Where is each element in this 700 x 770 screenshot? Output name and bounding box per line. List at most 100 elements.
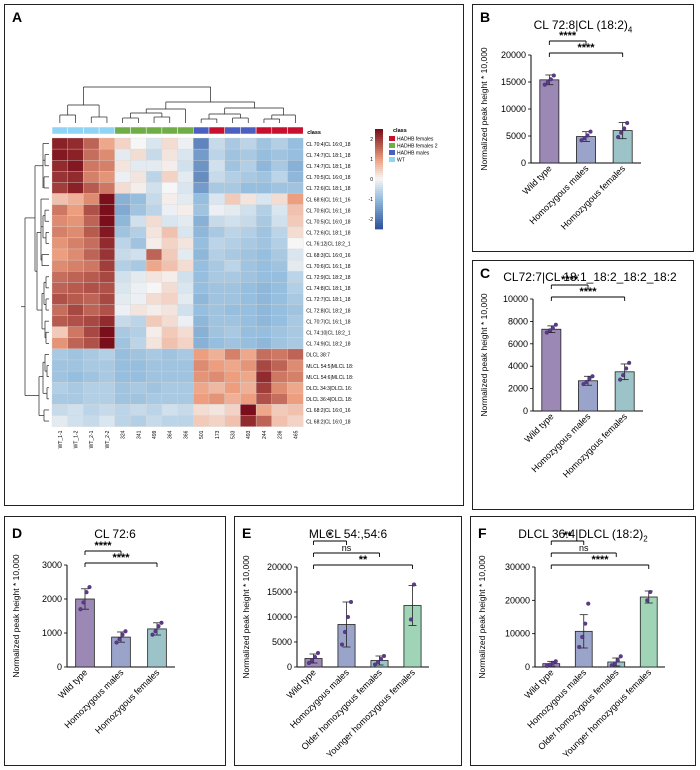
heatmap-cell — [271, 393, 288, 405]
data-point — [621, 373, 626, 378]
panel-e: E MLCL 54:,54:6 0 5000 10000 15000 20000 Norm… — [234, 516, 462, 766]
heatmap-cell — [146, 404, 163, 416]
heatmap-cell — [67, 171, 84, 183]
heatmap-cell — [83, 359, 100, 372]
heatmap-cell — [161, 137, 178, 150]
heatmap-cell — [114, 315, 131, 327]
heatmap-cell — [240, 293, 257, 305]
column-label: 499 — [152, 430, 158, 439]
heatmap-cell — [208, 370, 225, 383]
data-point — [345, 614, 351, 620]
heatmap-cell — [146, 137, 163, 150]
heatmap-cell — [161, 370, 178, 383]
heatmap-cell — [51, 282, 68, 294]
color-scale-segment — [375, 141, 383, 144]
heatmap-cell — [240, 359, 257, 372]
heatmap-cell — [146, 315, 163, 327]
class-bar-cell — [130, 126, 147, 135]
heatmap-cell — [67, 415, 84, 427]
heatmap-cell — [240, 282, 257, 294]
heatmap-cell — [271, 337, 288, 350]
legend-label: HADHB females — [397, 137, 434, 143]
heatmap-cell — [130, 148, 147, 161]
y-tick-label: 10000 — [501, 104, 526, 114]
heatmap-cell — [177, 226, 194, 239]
heatmap-cell — [114, 370, 131, 383]
heatmap-cell — [83, 348, 100, 361]
heatmap-cell — [130, 248, 147, 261]
color-scale-segment — [375, 227, 383, 230]
heatmap-cell — [67, 304, 84, 316]
legend-label: HADHB males — [397, 151, 430, 157]
heatmap-cell — [224, 382, 241, 394]
class-bar-cell — [177, 126, 194, 135]
heatmap-cell — [83, 337, 100, 350]
heatmap-cell — [287, 293, 304, 305]
column-label: 364 — [168, 430, 174, 439]
row-label: CL 70:5|CL 16:0_18 — [306, 175, 351, 181]
heatmap-cell — [240, 248, 257, 261]
y-tick-label: 4000 — [508, 361, 528, 371]
heatmap-cell — [208, 326, 225, 338]
data-point — [544, 330, 549, 335]
heatmap-cell — [83, 282, 100, 294]
x-tick-label: Wild type — [522, 667, 555, 700]
heatmap-cell — [271, 315, 288, 327]
heatmap-cell — [98, 382, 115, 394]
row-label: CL 74:10|CL 18:2_1 — [306, 330, 351, 336]
heatmap-cell — [224, 337, 241, 350]
heatmap-cell — [193, 404, 210, 416]
color-scale-segment — [375, 165, 383, 168]
color-scale-segment — [375, 197, 383, 200]
row-label: CL 74:7|CL 18:1_18 — [306, 164, 351, 170]
significance-label: ns — [579, 543, 589, 553]
heatmap-cell — [208, 204, 225, 216]
heatmap-cell — [271, 404, 288, 416]
heatmap-cell — [161, 337, 178, 350]
heatmap-cell — [114, 348, 131, 361]
heatmap-cell — [130, 404, 147, 416]
heatmap-cell — [224, 293, 241, 305]
significance-label: ** — [563, 530, 572, 542]
heatmap-cell — [287, 193, 304, 205]
heatmap-cell — [51, 326, 68, 338]
color-scale-tick: 1 — [370, 157, 373, 163]
color-scale-segment — [375, 185, 383, 188]
heatmap-cell — [240, 148, 257, 161]
heatmap-cell — [177, 359, 194, 372]
panel-c-title: CL72:7|CL 18:1_18:2_18:2_18:2 — [487, 270, 693, 284]
data-point — [586, 601, 591, 606]
heatmap-cell — [114, 137, 131, 150]
panel-b-title-sub: 4 — [627, 25, 633, 35]
heatmap-cell — [193, 282, 210, 294]
heatmap-cell — [271, 248, 288, 261]
color-scale-segment — [375, 137, 383, 140]
heatmap-cell — [98, 148, 115, 161]
x-tick-label: Homozygous males — [525, 667, 588, 730]
heatmap-cell — [193, 215, 210, 227]
column-label: 366 — [183, 430, 189, 439]
y-tick-label: 10000 — [505, 629, 530, 639]
heatmap-cell — [255, 171, 272, 183]
heatmap-cell — [240, 193, 257, 205]
heatmap-cell — [193, 315, 210, 327]
column-label: WT_2-2 — [105, 430, 111, 448]
heatmap-cell — [98, 271, 115, 283]
y-tick-label: 0 — [523, 406, 528, 416]
heatmap-cell — [98, 193, 115, 205]
heatmap-cell — [161, 237, 178, 250]
heatmap-cell — [177, 271, 194, 283]
color-scale-segment — [375, 225, 383, 228]
row-label: CL 74:8|CL 18:1_18 — [306, 286, 351, 292]
heatmap-cell — [193, 293, 210, 305]
significance-label: ** — [359, 554, 368, 566]
heatmap-cell — [83, 271, 100, 283]
color-scale-segment — [375, 169, 383, 172]
class-bar-cell — [98, 126, 116, 135]
heatmap-cell — [240, 271, 257, 283]
heatmap-cell — [51, 215, 68, 227]
significance-label: **** — [94, 540, 112, 552]
data-point — [648, 589, 653, 595]
heatmap-cell — [287, 393, 304, 405]
heatmap-cell — [98, 226, 115, 239]
